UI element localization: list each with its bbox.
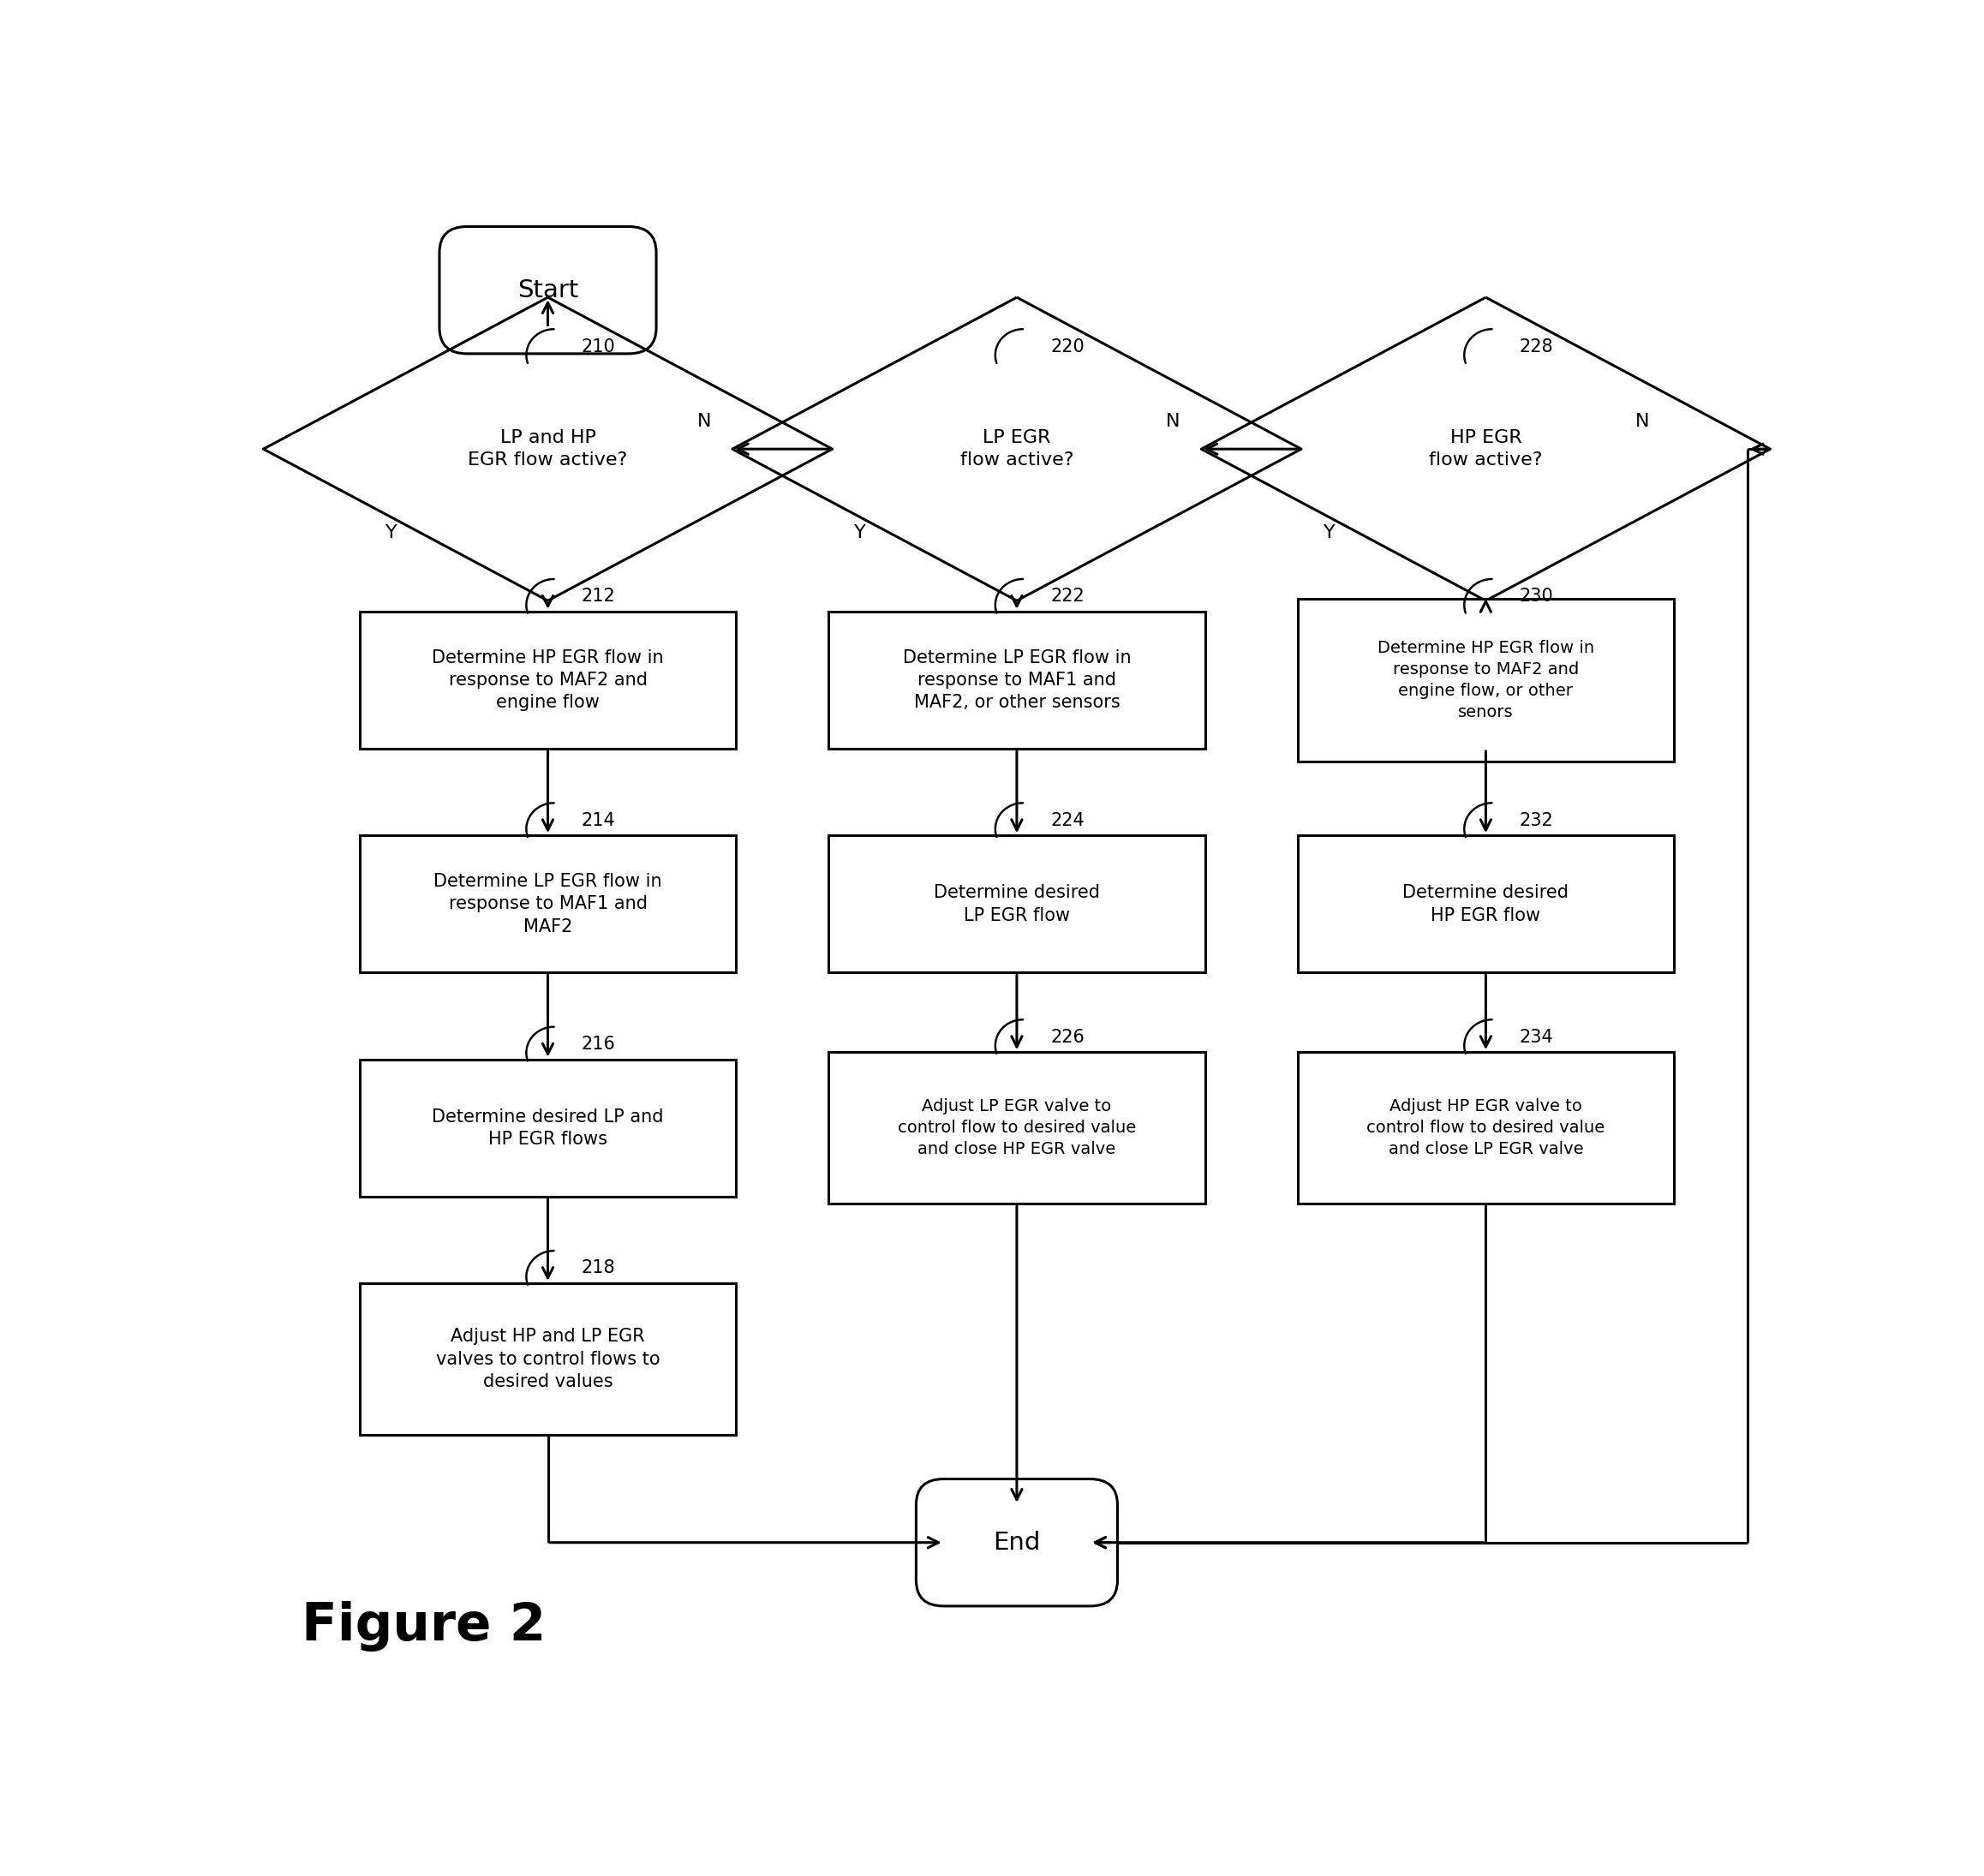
Text: 218: 218 <box>581 1259 615 1278</box>
Text: 216: 216 <box>581 1036 615 1052</box>
Text: Figure 2: Figure 2 <box>302 1600 546 1651</box>
Text: 220: 220 <box>1052 338 1085 355</box>
Text: Y: Y <box>855 523 867 540</box>
Text: Y: Y <box>1323 523 1335 540</box>
Text: 222: 222 <box>1052 587 1085 606</box>
Text: Determine HP EGR flow in
response to MAF2 and
engine flow: Determine HP EGR flow in response to MAF… <box>433 649 665 711</box>
Text: 234: 234 <box>1520 1028 1553 1045</box>
Text: Determine HP EGR flow in
response to MAF2 and
engine flow, or other
senors: Determine HP EGR flow in response to MAF… <box>1377 640 1595 720</box>
Text: Determine desired
LP EGR flow: Determine desired LP EGR flow <box>934 884 1099 923</box>
Text: Adjust LP EGR valve to
control flow to desired value
and close HP EGR valve: Adjust LP EGR valve to control flow to d… <box>897 1097 1137 1157</box>
Text: Determine desired
HP EGR flow: Determine desired HP EGR flow <box>1403 884 1569 923</box>
Bar <box>1298 598 1674 762</box>
Text: Adjust HP and LP EGR
valves to control flows to
desired values: Adjust HP and LP EGR valves to control f… <box>436 1328 661 1390</box>
Text: 212: 212 <box>581 587 615 606</box>
Text: Determine desired LP and
HP EGR flows: Determine desired LP and HP EGR flows <box>433 1109 665 1148</box>
FancyBboxPatch shape <box>438 227 657 355</box>
Text: Determine LP EGR flow in
response to MAF1 and
MAF2, or other sensors: Determine LP EGR flow in response to MAF… <box>903 649 1131 711</box>
Bar <box>359 1060 736 1197</box>
Text: 210: 210 <box>581 338 615 355</box>
Bar <box>829 835 1204 972</box>
Bar <box>829 612 1204 749</box>
Text: N: N <box>1635 413 1649 430</box>
Text: Determine LP EGR flow in
response to MAF1 and
MAF2: Determine LP EGR flow in response to MAF… <box>434 872 663 936</box>
Bar <box>359 1283 736 1435</box>
FancyBboxPatch shape <box>917 1478 1117 1606</box>
Bar <box>359 835 736 972</box>
Bar <box>829 1052 1204 1204</box>
Text: LP EGR
flow active?: LP EGR flow active? <box>960 430 1073 469</box>
Bar <box>359 612 736 749</box>
Text: HP EGR
flow active?: HP EGR flow active? <box>1428 430 1542 469</box>
Text: Start: Start <box>518 278 579 302</box>
Text: N: N <box>696 413 712 430</box>
Text: 224: 224 <box>1052 812 1085 829</box>
Text: 232: 232 <box>1520 812 1553 829</box>
Text: Y: Y <box>385 523 397 540</box>
Bar <box>1298 835 1674 972</box>
Text: 214: 214 <box>581 812 615 829</box>
Text: 228: 228 <box>1520 338 1553 355</box>
Text: N: N <box>1167 413 1180 430</box>
Text: LP and HP
EGR flow active?: LP and HP EGR flow active? <box>468 430 627 469</box>
Bar <box>1298 1052 1674 1204</box>
Text: 226: 226 <box>1052 1028 1085 1045</box>
Text: 230: 230 <box>1520 587 1553 606</box>
Text: End: End <box>994 1531 1040 1555</box>
Text: Adjust HP EGR valve to
control flow to desired value
and close LP EGR valve: Adjust HP EGR valve to control flow to d… <box>1367 1097 1605 1157</box>
